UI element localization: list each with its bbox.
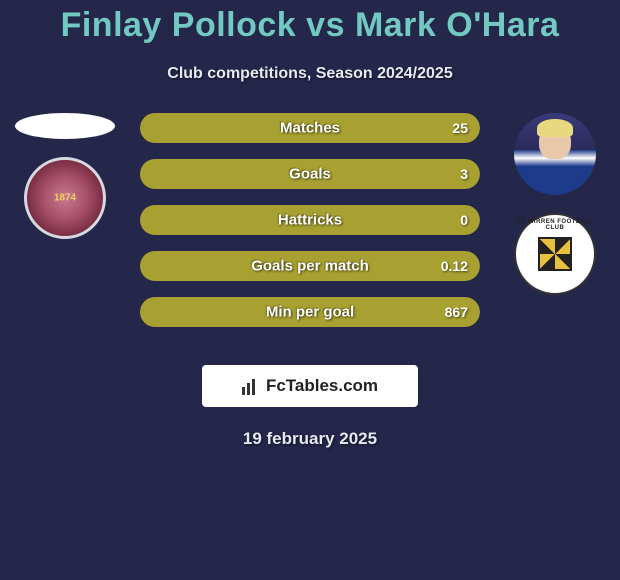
stats-area: Matches 25 Goals 3 Hattricks 0 Goals per… (0, 113, 620, 353)
stat-label: Matches (280, 120, 340, 137)
player2-name: Mark O'Hara (355, 6, 559, 44)
stat-row-matches: Matches 25 (140, 113, 480, 143)
stat-label: Goals (289, 166, 331, 183)
player2-club-badge (514, 213, 596, 295)
stat-bar-left (140, 159, 147, 189)
subtitle: Club competitions, Season 2024/2025 (0, 65, 620, 83)
vs-separator: vs (306, 6, 345, 44)
stat-bars: Matches 25 Goals 3 Hattricks 0 Goals per… (140, 113, 480, 343)
player2-column (500, 113, 610, 295)
stat-bar-left (140, 113, 147, 143)
stat-label: Min per goal (266, 304, 354, 321)
stat-label: Goals per match (251, 258, 369, 275)
stat-value-right: 3 (460, 166, 468, 182)
stat-bar-left (140, 251, 147, 281)
stat-row-goals: Goals 3 (140, 159, 480, 189)
stat-row-hattricks: Hattricks 0 (140, 205, 480, 235)
chart-icon (242, 377, 260, 395)
player1-club-badge (24, 157, 106, 239)
stat-value-right: 0.12 (441, 258, 468, 274)
stat-row-min-per-goal: Min per goal 867 (140, 297, 480, 327)
player1-name: Finlay Pollock (61, 6, 297, 44)
branding-text: FcTables.com (266, 376, 378, 396)
branding-badge: FcTables.com (202, 365, 418, 407)
player2-avatar (514, 113, 596, 195)
comparison-title: Finlay Pollock vs Mark O'Hara (0, 0, 620, 45)
player1-column (10, 113, 120, 239)
player1-avatar-placeholder (15, 113, 115, 139)
stat-bar-left (140, 297, 147, 327)
stat-value-right: 0 (460, 212, 468, 228)
stat-bar-left (140, 205, 147, 235)
stat-row-goals-per-match: Goals per match 0.12 (140, 251, 480, 281)
date: 19 february 2025 (0, 429, 620, 449)
stat-value-right: 867 (445, 304, 468, 320)
stat-label: Hattricks (278, 212, 342, 229)
stat-value-right: 25 (452, 120, 468, 136)
